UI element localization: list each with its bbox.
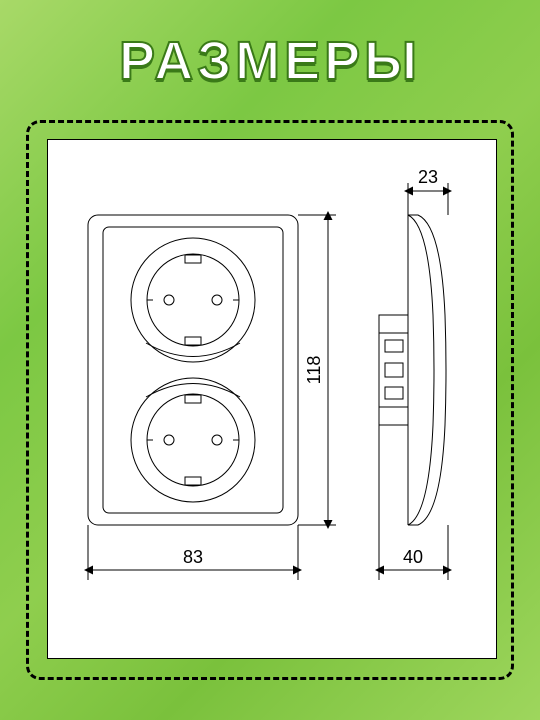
tech-drawing-svg: 83 118 — [48, 140, 498, 660]
front-view: 83 118 — [88, 215, 336, 580]
dim-height: 118 — [304, 356, 324, 385]
page: РАЗМЕРЫ — [0, 0, 540, 720]
side-view: 23 40 — [379, 167, 448, 580]
dashed-frame: 83 118 — [26, 120, 514, 680]
page-title: РАЗМЕРЫ — [0, 30, 540, 92]
dim-width: 83 — [183, 547, 203, 567]
dim-depth-top: 23 — [418, 167, 438, 187]
drawing-panel: 83 118 — [47, 139, 497, 659]
dim-depth-bot: 40 — [403, 547, 423, 567]
